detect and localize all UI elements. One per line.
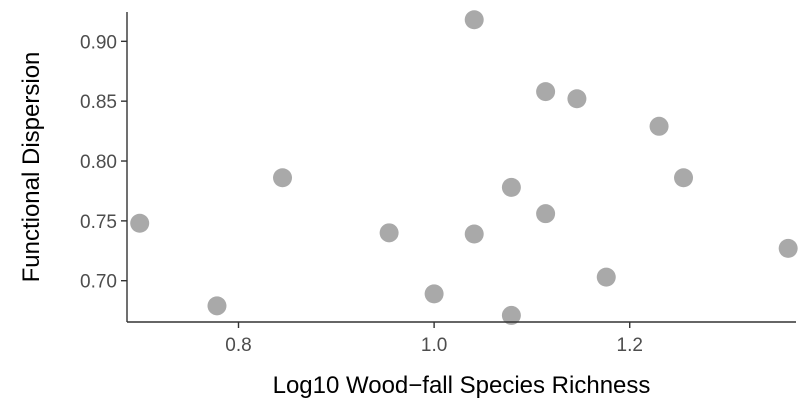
data-point: [596, 267, 616, 287]
y-tick-label: 0.70: [80, 272, 117, 293]
y-axis-title: Functional Dispersion: [18, 52, 45, 283]
data-point: [130, 213, 150, 233]
x-tick-label: 1.2: [617, 335, 643, 356]
data-point: [273, 168, 293, 188]
data-point: [674, 168, 694, 188]
y-axis-ticks: 0.70 0.75 0.80 0.85 0.90: [80, 32, 127, 293]
data-points: [130, 10, 798, 325]
data-point: [536, 204, 556, 224]
y-tick-label: 0.85: [80, 92, 117, 113]
x-tick-label: 1.0: [421, 335, 447, 356]
y-tick-label: 0.80: [80, 152, 117, 173]
data-point: [501, 177, 521, 197]
data-point: [649, 116, 669, 136]
data-point: [778, 238, 798, 258]
data-point: [207, 296, 227, 316]
x-axis-ticks: 0.8 1.0 1.2: [225, 322, 643, 356]
data-point: [464, 10, 484, 30]
x-axis-title: Log10 Wood−fall Species Richness: [273, 372, 651, 399]
data-point: [424, 284, 444, 304]
y-tick-label: 0.90: [80, 32, 117, 53]
data-point: [567, 89, 587, 109]
data-point: [379, 223, 399, 243]
data-point: [501, 305, 521, 325]
x-tick-label: 0.8: [225, 335, 251, 356]
data-point: [536, 82, 556, 102]
data-point: [464, 224, 484, 244]
y-tick-label: 0.75: [80, 212, 117, 233]
